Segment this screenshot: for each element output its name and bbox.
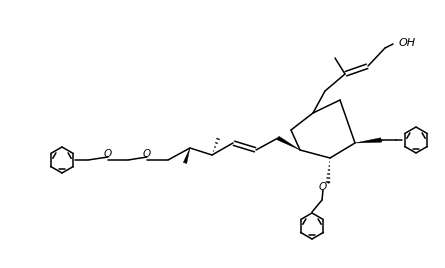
Text: OH: OH [399, 38, 416, 48]
Text: O: O [104, 149, 112, 159]
Text: O: O [143, 149, 151, 159]
Polygon shape [355, 138, 381, 143]
Text: O: O [319, 182, 327, 192]
Polygon shape [183, 148, 190, 163]
Polygon shape [277, 136, 300, 150]
